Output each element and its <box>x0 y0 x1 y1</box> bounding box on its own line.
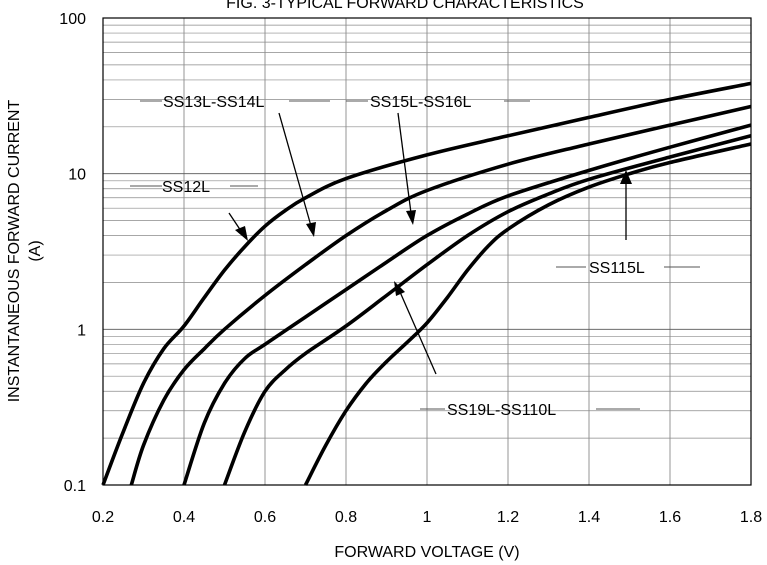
chart-title: FIG. 3-TYPICAL FORWARD CHARACTERISTICS <box>226 0 584 12</box>
x-tick-labels: 0.2 0.4 0.6 0.8 1 1.2 1.4 1.6 1.8 <box>92 509 762 526</box>
annotation-ss13l-ss14l: SS13L-SS14L <box>140 94 330 237</box>
x-tick-label: 1.8 <box>740 509 762 526</box>
annotation-ss115l: SS115L <box>556 170 700 277</box>
x-tick-label: 1.6 <box>659 509 681 526</box>
series-curves <box>101 81 752 486</box>
x-tick-label: 0.2 <box>92 509 114 526</box>
y-tick-labels: 0.1 1 10 100 <box>59 11 86 495</box>
series-line-ss12l <box>101 81 752 486</box>
annotation-ss15l-ss16l: SS15L-SS16L <box>346 94 530 225</box>
y-tick-label: 10 <box>68 167 86 184</box>
y-tick-label: 1 <box>77 322 86 339</box>
series-label-ss15l-ss16l: SS15L-SS16L <box>370 94 472 111</box>
x-tick-label: 0.6 <box>254 509 276 526</box>
series-label-ss12l: SS12L <box>162 179 210 196</box>
plot-frame <box>102 17 752 486</box>
series-line-ss115l <box>303 142 752 486</box>
x-tick-label: 0.4 <box>173 509 195 526</box>
series-label-ss19l-ss110l: SS19L-SS110L <box>447 402 556 419</box>
series-line-ss19l-ss110l <box>222 134 752 486</box>
y-axis-label-line1: INSTANTANEOUS FORWARD CURRENT <box>6 100 23 403</box>
x-tick-label: 1.2 <box>497 509 519 526</box>
y-tick-label: 100 <box>59 11 86 28</box>
annotation-ss19l-ss110l: SS19L-SS110L <box>394 281 640 419</box>
x-tick-label: 1.4 <box>578 509 600 526</box>
series-label-ss13l-ss14l: SS13L-SS14L <box>163 94 265 111</box>
series-line-ss15l-ss16l <box>182 123 752 486</box>
x-tick-label: 1 <box>423 509 432 526</box>
annotation-ss12l: SS12L <box>130 179 258 241</box>
y-axis-label-line2: (A) <box>27 240 44 261</box>
x-tick-label: 0.8 <box>335 509 357 526</box>
y-tick-label: 0.1 <box>64 478 86 495</box>
grid-lines <box>103 18 751 485</box>
series-label-ss115l: SS115L <box>589 260 645 277</box>
x-axis-label: FORWARD VOLTAGE (V) <box>334 544 519 561</box>
series-line-ss13l-ss14l <box>129 104 752 486</box>
